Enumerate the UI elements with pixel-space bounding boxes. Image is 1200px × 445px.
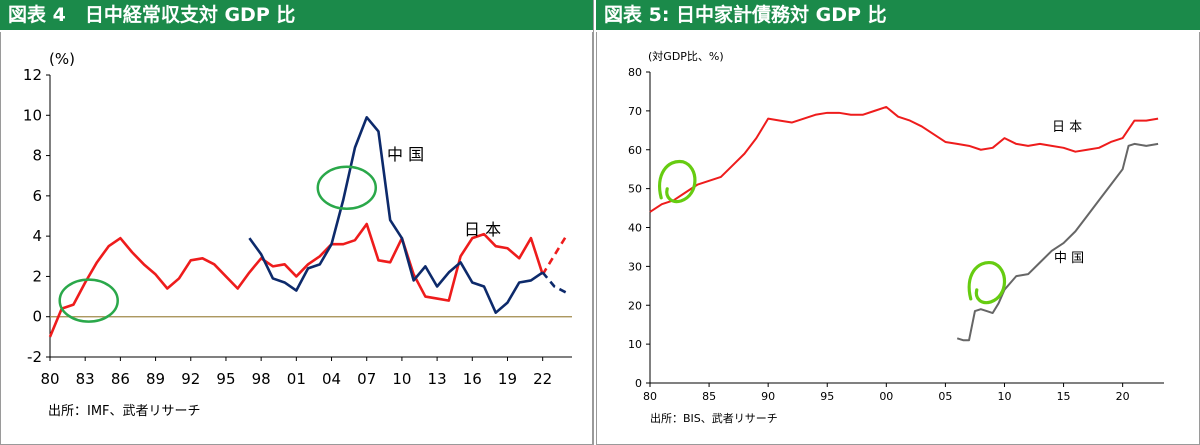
x-tick-label: 20: [1116, 390, 1130, 403]
y-tick-label: 30: [628, 260, 642, 273]
chart-title: 図表 5: 日中家計債務対 GDP 比: [596, 0, 1200, 30]
x-tick-label: 83: [76, 370, 95, 388]
chart-title: 図表 4 日中経常収支対 GDP 比: [0, 0, 593, 30]
series-label-china: 中 国: [1054, 251, 1084, 266]
x-tick-label: 15: [1057, 390, 1071, 403]
x-tick-label: 00: [879, 390, 893, 403]
x-tick-label: 04: [322, 370, 341, 388]
chart-panel-current-account: 図表 4 日中経常収支対 GDP 比 -2 0 2 4 6 8 10 12 80 83 86 89 92…: [0, 0, 594, 445]
series-line-japan: [649, 105, 1159, 213]
highlight-ellipse: [316, 165, 378, 211]
highlight-circle: [658, 159, 697, 204]
y-tick-label: 80: [628, 66, 642, 79]
x-tick-label: 05: [938, 390, 952, 403]
y-tick-label: 0: [635, 377, 642, 390]
chart-panel-household-debt: 図表 5: 日中家計債務対 GDP 比 0 10 20 30 40 50 60 70 80 80 8…: [596, 0, 1200, 445]
series-line-japan: [48, 222, 544, 338]
x-tick-label: 98: [252, 370, 271, 388]
x-tick-label: 19: [498, 370, 517, 388]
x-tick-label: 92: [181, 370, 200, 388]
series-line-china: [541, 271, 567, 294]
y-unit-label: (対GDP比、%): [648, 49, 724, 63]
y-tick-label: 10: [628, 338, 642, 351]
x-tick-label: 80: [643, 390, 657, 403]
x-tick-label: 13: [428, 370, 447, 388]
series-line-china: [956, 142, 1159, 342]
x-tick-label: 01: [287, 370, 306, 388]
y-tick-label: 20: [628, 299, 642, 312]
series-label-japan: 日 本: [464, 220, 501, 239]
x-tick-label: 10: [997, 390, 1011, 403]
series-line-china: [248, 116, 544, 314]
x-tick-label: 22: [533, 370, 552, 388]
y-tick-label: 10: [23, 106, 42, 124]
y-tick-label: 60: [628, 144, 642, 157]
x-tick-label: 16: [463, 370, 482, 388]
y-tick-label: 4: [32, 227, 42, 245]
y-tick-label: 12: [23, 66, 42, 84]
x-tick-label: 80: [40, 370, 59, 388]
current-account-chart: -2 0 2 4 6 8 10 12 80 83 86 89 92 95 98 01 04 07 10 13 16 19 2…: [23, 50, 572, 388]
y-tick-label: 6: [32, 187, 42, 205]
chart-source-note: 出所：BIS、武者リサーチ: [650, 412, 778, 425]
y-tick-label: 50: [628, 183, 642, 196]
chart-source-note: 出所：IMF、武者リサーチ: [48, 404, 201, 419]
y-unit-label: (%): [49, 50, 75, 68]
y-tick-label: -2: [27, 348, 42, 366]
y-tick-label: 2: [32, 267, 42, 285]
y-tick-label: 70: [628, 105, 642, 118]
household-debt-chart: 0 10 20 30 40 50 60 70 80 80 85 90 95 00 05 10 15 20 (対GDP…: [628, 49, 1164, 403]
x-tick-label: 90: [761, 390, 775, 403]
highlight-ellipse: [58, 278, 119, 323]
x-tick-label: 10: [392, 370, 411, 388]
y-tick-label: 0: [32, 308, 42, 326]
x-tick-label: 85: [702, 390, 716, 403]
x-tick-label: 95: [820, 390, 834, 403]
series-label-japan: 日 本: [1052, 120, 1082, 135]
y-tick-label: 8: [32, 147, 42, 165]
y-tick-label: 40: [628, 222, 642, 235]
x-tick-label: 86: [111, 370, 130, 388]
series-line-japan: [541, 235, 568, 276]
highlight-circle: [967, 261, 1007, 305]
x-tick-label: 89: [146, 370, 165, 388]
x-tick-label: 95: [216, 370, 235, 388]
series-label-china: 中 国: [387, 145, 424, 164]
x-tick-label: 07: [357, 370, 376, 388]
